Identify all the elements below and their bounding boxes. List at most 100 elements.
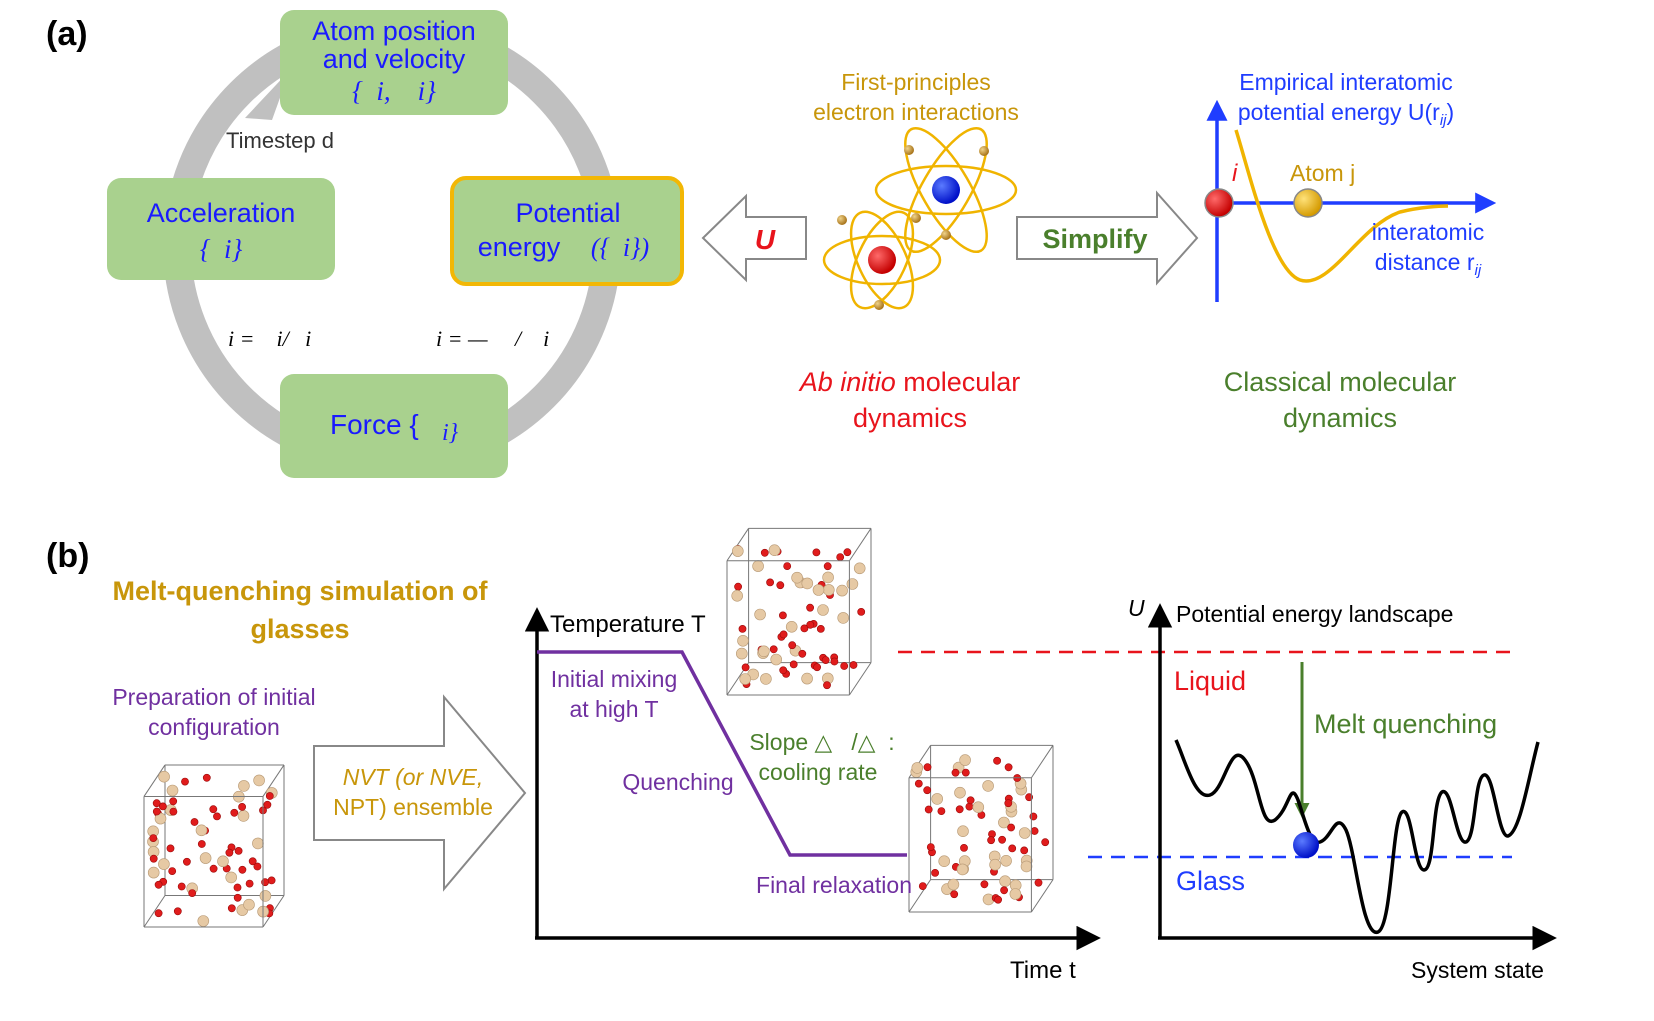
system-state-label: System state xyxy=(1411,957,1544,983)
oxygen-atom xyxy=(779,666,788,675)
glass-cube-icon xyxy=(908,744,1054,913)
silicon-atom xyxy=(822,584,835,596)
silicon-atom xyxy=(197,915,210,927)
oxygen-atom xyxy=(779,611,787,620)
arrow-simplify: Simplify xyxy=(1016,190,1199,286)
slope-line2: cooling rate xyxy=(759,759,878,785)
box-potential-line1: Potential xyxy=(515,198,620,228)
box-acceleration-line1: Acceleration xyxy=(147,198,296,228)
liquid-label: Liquid xyxy=(1174,666,1246,696)
oxygen-atom xyxy=(823,562,832,571)
panel-a-label: (a) xyxy=(46,15,88,53)
oxygen-atom xyxy=(202,773,211,782)
quenching-label: Quenching xyxy=(622,769,733,795)
oxygen-atom xyxy=(840,662,849,670)
oxygen-atom xyxy=(177,882,186,891)
box-atom-position-line2: and velocity xyxy=(323,44,466,74)
oxygen-atom xyxy=(931,869,939,877)
silicon-atom xyxy=(956,863,969,876)
silicon-atom xyxy=(154,812,167,825)
oxygen-atom xyxy=(816,625,825,633)
oxygen-atom xyxy=(918,882,927,890)
silicon-atom xyxy=(837,612,850,624)
silicon-atom xyxy=(158,858,170,870)
timestep-label: Timestep d xyxy=(226,128,334,153)
silicon-atom xyxy=(812,584,825,596)
oxygen-atom xyxy=(766,578,774,587)
silicon-atom xyxy=(253,774,265,787)
silicon-atom xyxy=(911,762,924,774)
glass-cube-icon xyxy=(143,764,285,928)
silicon-atom xyxy=(846,578,859,590)
box-potential-math: ({ i}) xyxy=(591,233,649,262)
silicon-atom xyxy=(1009,888,1022,900)
silicon-atom xyxy=(954,786,966,799)
silicon-atom xyxy=(801,672,813,685)
pel-title: Potential energy landscape xyxy=(1176,601,1453,627)
silicon-atom xyxy=(166,784,179,797)
silicon-atom xyxy=(739,673,752,685)
box-atom-position: Atom position and velocity { i, i} xyxy=(280,10,508,115)
energy-landscape-plot: U Potential energy landscape Liquid Glas… xyxy=(1128,595,1557,983)
melt-quenching-label: Melt quenching xyxy=(1314,709,1497,739)
silicon-atom xyxy=(238,780,250,792)
box-atom-position-math: { i, i} xyxy=(352,76,436,106)
first-principles-line2: electron interactions xyxy=(813,99,1019,125)
oxygen-atom xyxy=(154,880,163,889)
oxygen-atom xyxy=(966,796,975,805)
silicon-atom xyxy=(737,634,749,647)
prep-line1: Preparation of initial xyxy=(112,684,315,710)
oxygen-atom xyxy=(806,603,814,612)
silicon-atom xyxy=(853,562,866,575)
oxygen-atom xyxy=(238,865,247,874)
oxygen-atom xyxy=(1029,812,1038,821)
oxygen-atom xyxy=(248,857,257,866)
initial-mixing-line1: Initial mixing xyxy=(551,666,678,692)
oxygen-atom xyxy=(800,624,809,633)
silicon-atom xyxy=(195,824,208,837)
silicon-atom xyxy=(982,780,994,792)
oxygen-atom xyxy=(741,663,750,672)
silicon-atom xyxy=(989,858,1001,871)
silicon-atom xyxy=(785,620,798,633)
atom-icon-red xyxy=(822,210,942,310)
silicon-atom xyxy=(931,793,944,805)
temperature-profile-plot: Temperature T Time t Initial mixing at h… xyxy=(524,607,1101,984)
box-acceleration-math: { i} xyxy=(200,234,243,264)
temperature-profile-line xyxy=(537,650,907,857)
silicon-atom xyxy=(259,890,272,902)
silicon-atom xyxy=(959,754,971,766)
oxygen-atom xyxy=(923,786,932,795)
oxygen-atom xyxy=(245,879,254,888)
melt-quench-title-line1: Melt-quenching simulation of xyxy=(113,576,489,606)
oxygen-atom xyxy=(1007,823,1015,832)
interatomic-line2: distance rij xyxy=(1375,249,1482,279)
oxygen-atom xyxy=(149,834,158,842)
atom-j-marker xyxy=(1293,188,1323,218)
silicon-atom xyxy=(938,855,951,868)
oxygen-atom xyxy=(994,895,1002,904)
equation-newton: i = i/ i xyxy=(228,326,311,351)
silicon-atom xyxy=(735,647,748,660)
oxygen-atom xyxy=(209,805,218,814)
oxygen-atom xyxy=(760,548,769,557)
equation-force-gradient: i = — / i xyxy=(436,326,549,351)
energy-landscape-curve xyxy=(1174,739,1540,934)
silicon-atom xyxy=(752,560,764,572)
oxygen-atom xyxy=(1004,799,1013,808)
oxygen-atom xyxy=(980,880,989,889)
arrow-u-label: U xyxy=(755,224,776,255)
oxygen-atom xyxy=(197,840,206,848)
silicon-atom xyxy=(199,852,212,864)
silicon-atom xyxy=(217,855,229,868)
oxygen-atom xyxy=(769,645,778,654)
oxygen-atom xyxy=(227,904,236,913)
oxygen-atom xyxy=(998,835,1006,844)
oxygen-atom xyxy=(812,548,821,557)
silicon-atom xyxy=(1000,854,1012,867)
oxygen-atom xyxy=(734,582,742,591)
oxygen-atom xyxy=(937,807,946,815)
silicon-atom xyxy=(822,571,834,584)
silicon-atom xyxy=(147,866,160,879)
arrow-u: U xyxy=(701,193,807,283)
